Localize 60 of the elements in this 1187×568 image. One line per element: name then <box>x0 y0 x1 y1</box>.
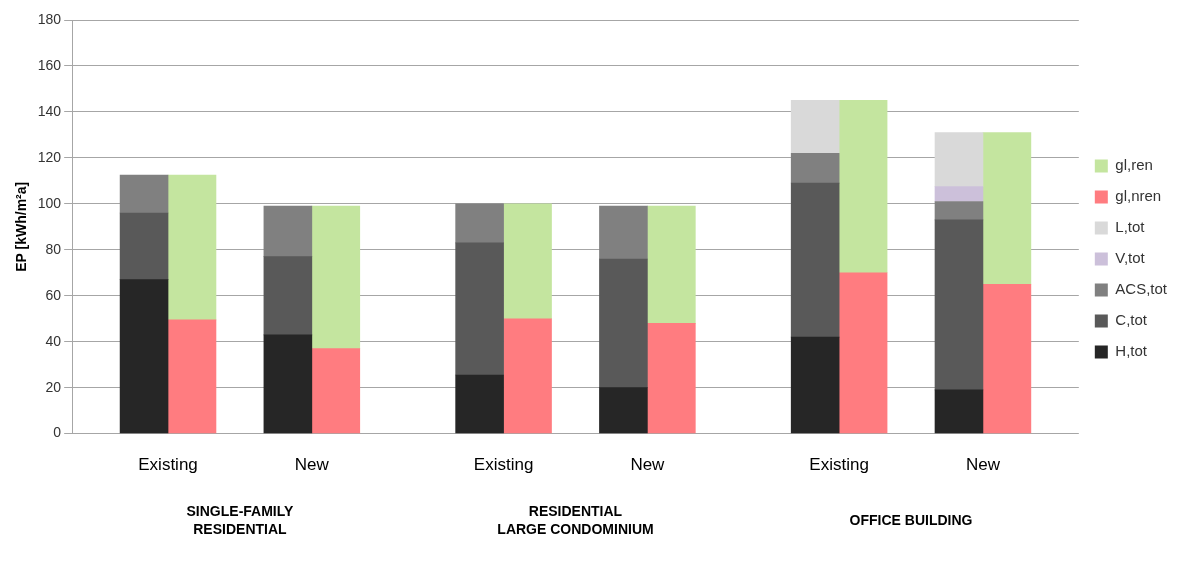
bar <box>934 389 984 434</box>
bar <box>790 152 840 184</box>
bar <box>311 348 361 434</box>
bar <box>263 256 313 336</box>
x-tick-label: Existing <box>473 455 534 475</box>
bar <box>790 100 840 154</box>
y-axis-title: EP [kWh/m²a] <box>13 181 30 272</box>
y-tick-label: 40 <box>45 332 62 349</box>
bar <box>934 219 984 391</box>
y-tick-label: 140 <box>37 102 62 119</box>
x-tick-label: Existing <box>138 455 198 475</box>
y-tick-label: 0 <box>53 424 62 441</box>
bar <box>455 203 504 244</box>
text: RESIDENTIAL LARGE CONDOMINIUM <box>497 503 654 538</box>
bar <box>838 272 888 434</box>
x-tick-label: New <box>294 455 330 475</box>
bar <box>647 205 696 324</box>
bar <box>167 319 217 434</box>
bar <box>119 212 169 280</box>
x-tick-label: New <box>965 455 1001 475</box>
y-tick-label: 20 <box>45 378 62 395</box>
legend-label: C,tot <box>1115 311 1148 329</box>
text: SINGLE-FAMILY RESIDENTIAL <box>186 503 295 538</box>
bar <box>263 205 313 257</box>
legend-label: H,tot <box>1115 342 1148 360</box>
bar <box>503 203 552 320</box>
y-tick-label: 160 <box>37 56 62 73</box>
bar <box>982 283 1032 434</box>
x-tick-label: Existing <box>809 455 869 475</box>
bar <box>647 322 696 434</box>
bar <box>455 242 504 376</box>
legend-label: V,tot <box>1115 249 1146 267</box>
bar <box>503 318 552 434</box>
bar <box>599 205 648 260</box>
y-tick-label: 100 <box>37 194 62 211</box>
bar <box>263 334 313 434</box>
bar <box>934 132 984 187</box>
y-tick-label: 80 <box>45 240 62 257</box>
legend-label: ACS,tot <box>1115 280 1168 298</box>
bar <box>838 100 888 274</box>
bar <box>934 186 984 202</box>
y-tick-label: 120 <box>37 148 62 165</box>
legend-label: L,tot <box>1115 218 1146 236</box>
x-tick-label: New <box>630 455 666 475</box>
bar <box>790 336 840 434</box>
y-tick-label: 60 <box>45 286 62 303</box>
bar <box>982 132 1032 285</box>
bar <box>934 201 984 221</box>
y-tick-label: 180 <box>37 10 62 27</box>
legend-label: gl,nren <box>1115 187 1162 205</box>
bar <box>455 374 504 434</box>
bar <box>790 182 840 338</box>
legend-label: gl,ren <box>1115 156 1153 174</box>
bar <box>167 174 217 321</box>
bar <box>311 205 361 349</box>
bar <box>599 387 648 434</box>
bar <box>599 258 648 388</box>
text: OFFICE BUILDING <box>849 512 973 529</box>
bar <box>119 279 169 434</box>
bar <box>119 174 169 214</box>
